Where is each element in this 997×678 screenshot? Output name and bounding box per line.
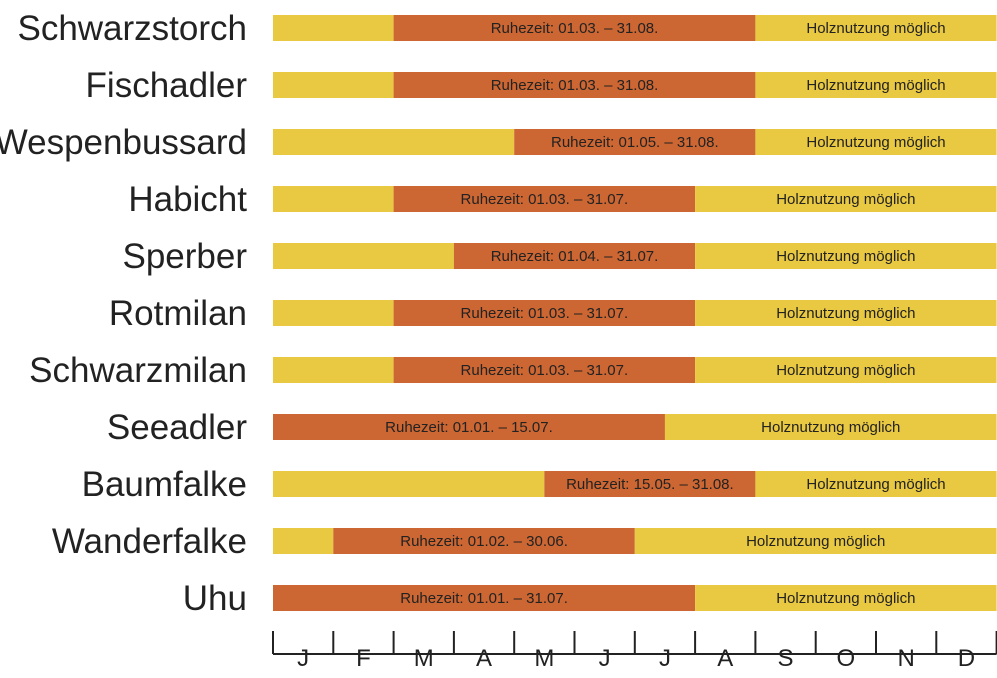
rest-period-bar	[393, 15, 756, 41]
felling-allowed-bar	[695, 300, 997, 326]
felling-allowed-label: Holznutzung möglich	[776, 590, 915, 607]
felling-allowed-bar-early	[273, 357, 394, 383]
rest-period-bar	[453, 243, 696, 269]
species-row: Uhu Ruhezeit: 01.01. – 31.07. Holznutzung …	[183, 579, 997, 618]
rest-period-bar	[333, 528, 635, 554]
rest-period-bar	[393, 186, 696, 212]
rest-period-bar	[544, 471, 756, 497]
felling-allowed-bar-early	[273, 300, 394, 326]
rest-period-bar	[393, 72, 756, 98]
month-tick-label: J	[659, 645, 671, 672]
rest-period-bar	[393, 357, 696, 383]
species-name: Uhu	[183, 579, 247, 618]
felling-allowed-label: Holznutzung möglich	[776, 248, 915, 265]
species-name: Wanderfalke	[52, 522, 247, 561]
month-tick-label: M	[414, 645, 434, 672]
species-row: Schwarzmilan Ruhezeit: 01.03. – 31.07. Hol…	[29, 351, 997, 390]
species-name: Baumfalke	[82, 465, 247, 504]
species-name: Wespenbussard	[0, 123, 247, 162]
rest-period-label: Ruhezeit: 01.01. – 15.07.	[385, 419, 553, 436]
species-row: Wespenbussard Ruhezeit: 01.05. – 31.08. Ho…	[0, 123, 997, 162]
species-row: Sperber Ruhezeit: 01.04. – 31.07. Holznutz…	[122, 237, 997, 276]
species-row: Rotmilan Ruhezeit: 01.03. – 31.07. Holznut…	[109, 294, 997, 333]
rest-period-label: Ruhezeit: 01.03. – 31.08.	[491, 77, 659, 94]
species-name: Schwarzstorch	[17, 9, 247, 48]
species-row: Wanderfalke Ruhezeit: 01.02. – 30.06. Holz…	[52, 522, 997, 561]
felling-allowed-bar	[755, 72, 997, 98]
month-tick-label: M	[534, 645, 554, 672]
month-tick-label: N	[897, 645, 914, 672]
month-tick-label: J	[599, 645, 611, 672]
rest-period-label: Ruhezeit: 01.03. – 31.07.	[461, 191, 629, 208]
month-tick-label: A	[476, 645, 492, 672]
felling-allowed-bar-early	[273, 15, 394, 41]
month-tick-label: F	[356, 645, 371, 672]
species-name: Seeadler	[107, 408, 247, 447]
rest-period-bar	[273, 585, 696, 611]
species-rows: Schwarzstorch Ruhezeit: 01.03. – 31.08. Ho…	[0, 9, 997, 618]
species-name: Fischadler	[86, 66, 248, 105]
felling-allowed-bar	[755, 129, 997, 155]
felling-allowed-label: Holznutzung möglich	[776, 305, 915, 322]
felling-allowed-bar	[755, 15, 997, 41]
month-tick-label: S	[778, 645, 794, 672]
rest-period-label: Ruhezeit: 01.05. – 31.08.	[551, 134, 719, 151]
rest-period-label: Ruhezeit: 01.02. – 30.06.	[400, 533, 568, 550]
felling-allowed-bar	[634, 528, 997, 554]
felling-allowed-bar	[695, 243, 997, 269]
species-name: Rotmilan	[109, 294, 247, 333]
species-name: Sperber	[122, 237, 247, 276]
felling-allowed-label: Holznutzung möglich	[761, 419, 900, 436]
felling-allowed-bar	[664, 414, 997, 440]
rest-period-bar	[514, 129, 756, 155]
rest-period-label: Ruhezeit: 01.03. – 31.08.	[491, 20, 659, 37]
felling-allowed-bar-early	[273, 243, 454, 269]
rest-period-label: Ruhezeit: 01.03. – 31.07.	[461, 305, 629, 322]
felling-allowed-bar-early	[273, 186, 394, 212]
rest-period-bar	[273, 414, 665, 440]
felling-allowed-bar-early	[273, 471, 545, 497]
felling-allowed-label: Holznutzung möglich	[806, 77, 945, 94]
species-row: Seeadler Ruhezeit: 01.01. – 15.07. Holznut…	[107, 408, 997, 447]
felling-allowed-bar	[695, 357, 997, 383]
rest-period-label: Ruhezeit: 01.03. – 31.07.	[461, 362, 629, 379]
felling-allowed-label: Holznutzung möglich	[776, 362, 915, 379]
felling-allowed-bar-early	[273, 129, 515, 155]
month-tick-label: O	[837, 645, 856, 672]
species-name: Habicht	[128, 180, 247, 219]
felling-allowed-label: Holznutzung möglich	[806, 134, 945, 151]
species-row: Habicht Ruhezeit: 01.03. – 31.07. Holznutz…	[128, 180, 997, 219]
month-tick-label: A	[717, 645, 733, 672]
species-row: Schwarzstorch Ruhezeit: 01.03. – 31.08. Ho…	[17, 9, 997, 48]
rest-period-bar	[393, 300, 696, 326]
rest-period-label: Ruhezeit: 01.01. – 31.07.	[400, 590, 568, 607]
species-name: Schwarzmilan	[29, 351, 247, 390]
felling-allowed-label: Holznutzung möglich	[776, 191, 915, 208]
felling-allowed-label: Holznutzung möglich	[806, 20, 945, 37]
felling-allowed-bar	[695, 186, 997, 212]
felling-allowed-bar-early	[273, 528, 334, 554]
species-row: Baumfalke Ruhezeit: 15.05. – 31.08. Holznu…	[82, 465, 997, 504]
felling-allowed-label: Holznutzung möglich	[746, 533, 885, 550]
felling-allowed-bar-early	[273, 72, 394, 98]
species-row: Fischadler Ruhezeit: 01.03. – 31.08. Holzn…	[86, 66, 997, 105]
felling-allowed-bar	[695, 585, 997, 611]
month-tick-label: D	[958, 645, 975, 672]
felling-allowed-label: Holznutzung möglich	[806, 476, 945, 493]
rest-period-label: Ruhezeit: 01.04. – 31.07.	[491, 248, 659, 265]
rest-period-label: Ruhezeit: 15.05. – 31.08.	[566, 476, 734, 493]
felling-allowed-bar	[755, 471, 997, 497]
month-tick-label: J	[297, 645, 309, 672]
